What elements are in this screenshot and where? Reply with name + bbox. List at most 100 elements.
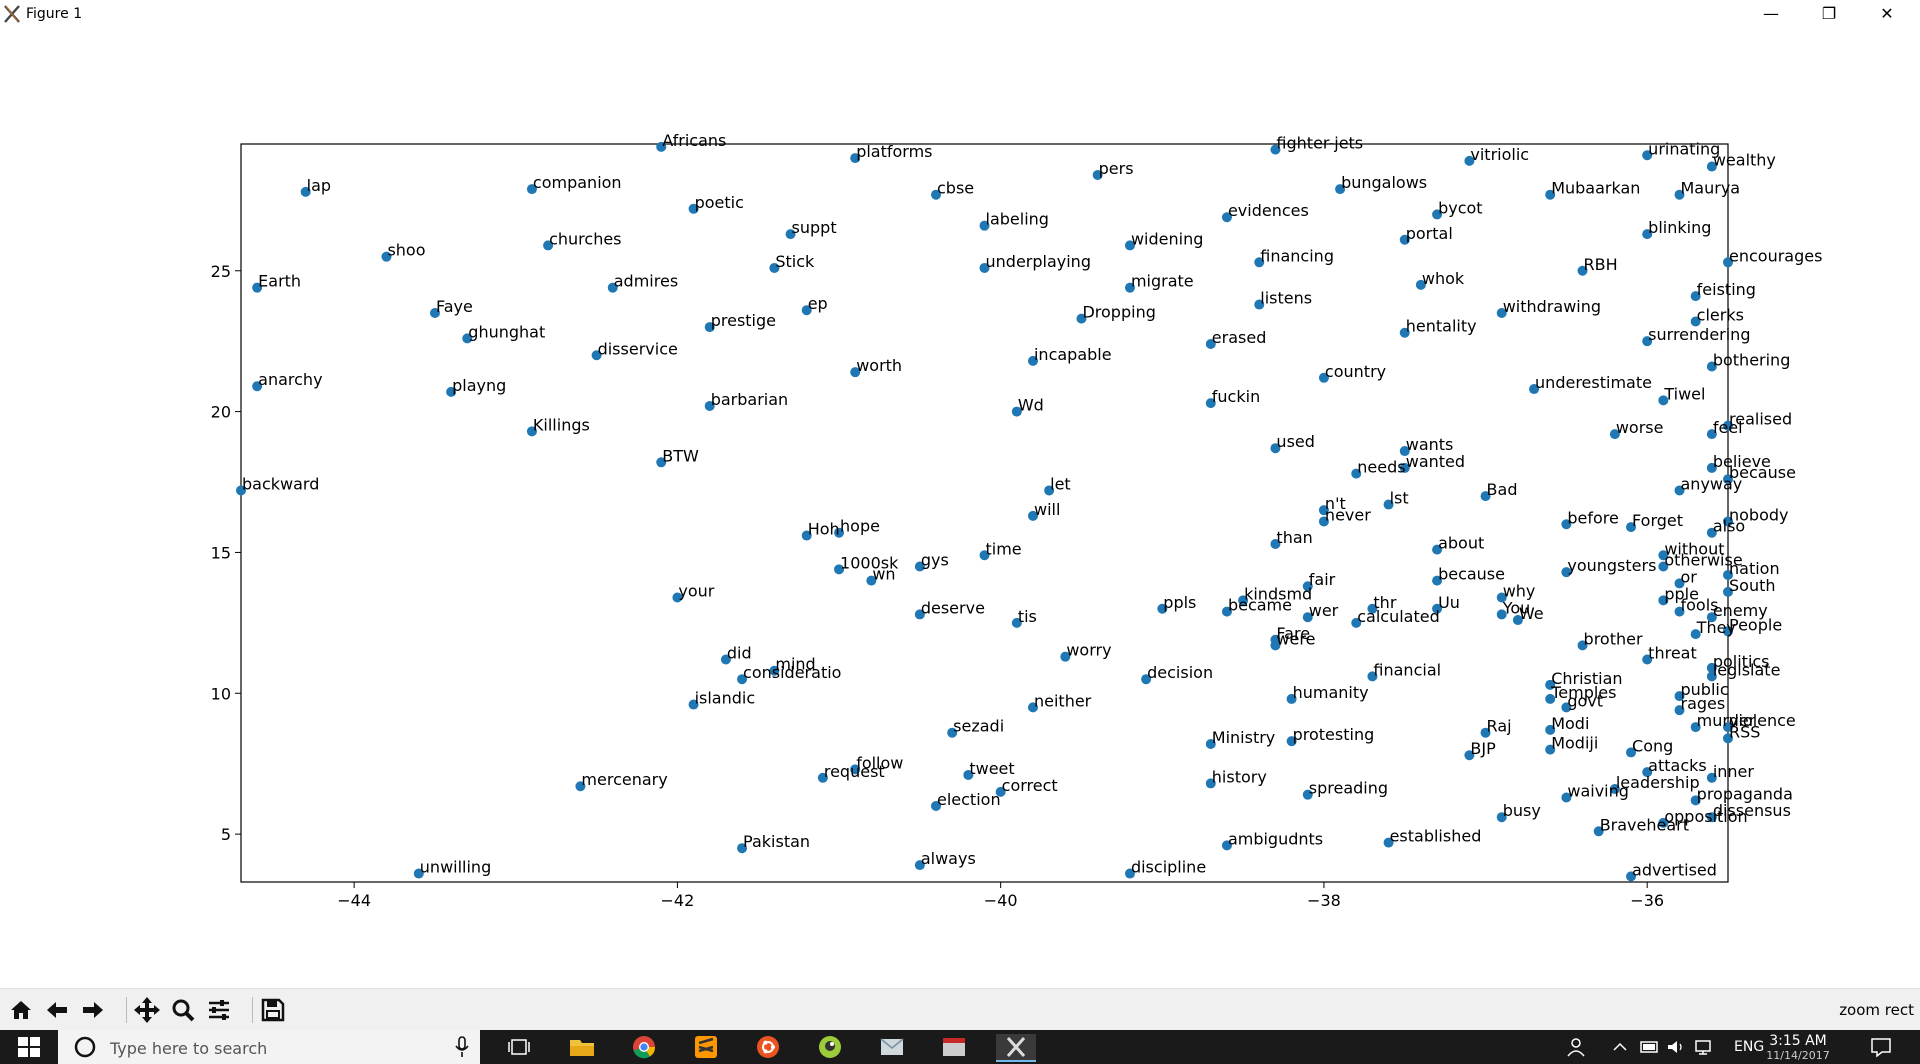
scatter-point: [381, 251, 392, 262]
point-label: mind: [775, 655, 815, 674]
scatter-point: [1561, 792, 1572, 803]
chrome-icon: [633, 1036, 656, 1059]
scatter-point: [672, 592, 683, 603]
scatter-point: [801, 305, 812, 316]
scatter-point: [1351, 468, 1362, 479]
point-label: Killings: [533, 415, 590, 434]
network-icon[interactable]: [1694, 1039, 1714, 1055]
action-center-icon[interactable]: [1870, 1036, 1892, 1058]
scatter-point: [1270, 443, 1281, 454]
restore-button[interactable]: ❐: [1800, 0, 1858, 28]
app-button[interactable]: [810, 1034, 850, 1060]
scatter-point: [1318, 505, 1329, 516]
scatter-point: [1270, 538, 1281, 549]
point-label: Ministry: [1212, 728, 1276, 747]
scatter-point: [300, 186, 311, 197]
point-label: admires: [614, 272, 678, 291]
y-tick-label: 20: [211, 403, 231, 422]
scatter-point: [1302, 581, 1313, 592]
point-label: clerks: [1697, 305, 1744, 324]
close-button[interactable]: ✕: [1858, 0, 1916, 28]
minimize-button[interactable]: —: [1742, 0, 1800, 28]
scatter-point: [656, 457, 667, 468]
point-label: did: [727, 643, 752, 662]
point-label: poetic: [695, 193, 744, 212]
file-explorer-button[interactable]: [562, 1034, 602, 1060]
title-bar: Figure 1 — ❐ ✕: [0, 0, 1920, 28]
mail-icon: [880, 1038, 904, 1055]
point-label: neither: [1034, 691, 1092, 710]
point-label: withdrawing: [1503, 297, 1601, 316]
green-app-icon: [819, 1036, 841, 1058]
point-label: playng: [452, 376, 506, 395]
scatter-point: [1464, 750, 1475, 761]
zoom-button[interactable]: [166, 993, 200, 1027]
scatter-point: [1706, 812, 1717, 823]
taskbar-search-box[interactable]: Type here to search: [58, 1030, 480, 1064]
taskbar: Type here to search ENG 3:15 AM 11/14/20…: [0, 1030, 1920, 1064]
scatter-point: [1658, 595, 1669, 606]
point-label: your: [678, 582, 714, 601]
point-label: follow: [856, 753, 903, 772]
mail-button[interactable]: [872, 1034, 912, 1060]
scatter-point: [1561, 567, 1572, 578]
sublime-text-button[interactable]: [686, 1034, 726, 1060]
scatter-point: [1432, 603, 1443, 614]
volume-icon[interactable]: [1666, 1039, 1686, 1055]
point-label: established: [1390, 827, 1482, 846]
scatter-point: [1318, 372, 1329, 383]
home-button[interactable]: [4, 993, 38, 1027]
scatter-point: [429, 308, 440, 319]
ubuntu-button[interactable]: [748, 1034, 788, 1060]
pan-button[interactable]: [130, 993, 164, 1027]
chrome-button[interactable]: [624, 1034, 664, 1060]
point-label: because: [1729, 463, 1796, 482]
show-hidden-icons-icon[interactable]: [1612, 1039, 1628, 1055]
y-tick-label: 25: [211, 262, 231, 281]
scatter-point: [1723, 626, 1733, 637]
point-label: You: [1502, 598, 1531, 617]
scatter-point: [737, 674, 748, 685]
battery-icon[interactable]: [1640, 1039, 1660, 1055]
scatter-point: [1302, 612, 1313, 623]
configure-subplots-button[interactable]: [202, 993, 236, 1027]
scatter-point: [979, 220, 990, 231]
app-button-2[interactable]: [934, 1034, 974, 1060]
start-button[interactable]: [10, 1034, 48, 1060]
point-label: backward: [242, 474, 319, 493]
scatter-point: [801, 530, 812, 541]
point-label: Modiji: [1551, 734, 1598, 753]
language-indicator[interactable]: ENG: [1734, 1039, 1765, 1055]
save-button[interactable]: [256, 993, 290, 1027]
task-view-button[interactable]: [500, 1034, 540, 1060]
toolbar-status-text: zoom rect: [1839, 1001, 1914, 1019]
xming-button-active[interactable]: [996, 1034, 1036, 1062]
scatter-chart[interactable]: −44 −42 −40 −38 −36 5 10 15 20 25 Africans platfor…: [0, 28, 1920, 988]
scatter-point: [1626, 522, 1637, 533]
scatter-point: [236, 485, 246, 496]
scatter-point: [1383, 837, 1394, 848]
point-label: hope: [840, 517, 880, 536]
back-button[interactable]: [40, 993, 74, 1027]
scatter-point: [1674, 189, 1685, 200]
scatter-point: [1399, 446, 1410, 457]
scatter-point: [914, 609, 925, 620]
forward-button[interactable]: [76, 993, 110, 1027]
point-label: mercenary: [581, 770, 667, 789]
point-label: BTW: [662, 446, 699, 465]
point-label: incapable: [1034, 345, 1112, 364]
x-tick-label: −44: [337, 891, 371, 910]
people-icon[interactable]: [1565, 1036, 1587, 1058]
figure-canvas[interactable]: −44 −42 −40 −38 −36 5 10 15 20 25 Africans platfor…: [0, 28, 1920, 988]
clock-time[interactable]: 3:15 AM: [1769, 1033, 1827, 1049]
point-label: needs: [1357, 458, 1405, 477]
scatter-point: [1706, 671, 1717, 682]
point-label: Maurya: [1681, 179, 1741, 198]
point-label: financing: [1260, 246, 1334, 265]
point-label: migrate: [1131, 272, 1194, 291]
point-label: bycot: [1438, 198, 1482, 217]
y-tick-label: 5: [221, 825, 231, 844]
clock-date[interactable]: 11/14/2017: [1766, 1049, 1830, 1062]
scatter-point: [1658, 817, 1669, 828]
scatter-point: [737, 843, 748, 854]
